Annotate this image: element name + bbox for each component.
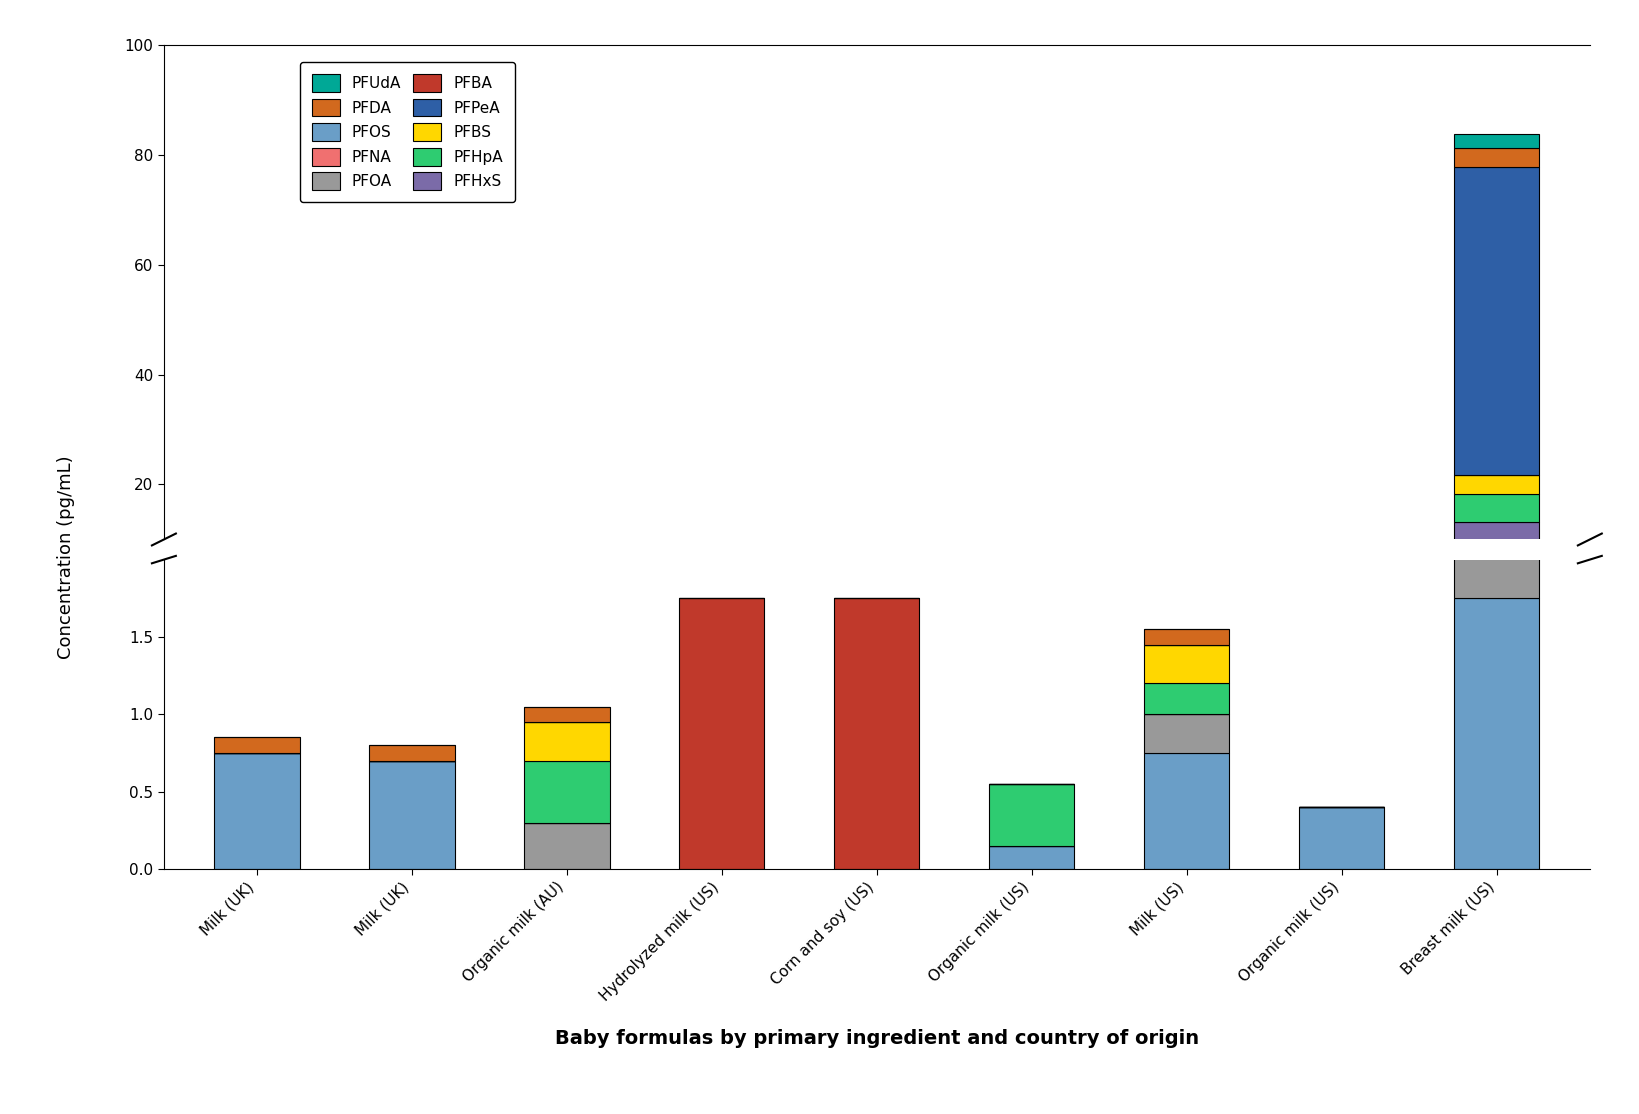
Bar xyxy=(1300,593,1385,595)
Bar xyxy=(369,761,454,869)
Bar xyxy=(1454,495,1539,521)
Text: Concentration (pg/mL): Concentration (pg/mL) xyxy=(57,456,75,658)
Bar xyxy=(1300,807,1385,869)
X-axis label: Baby formulas by primary ingredient and country of origin: Baby formulas by primary ingredient and … xyxy=(556,1028,1198,1047)
Bar xyxy=(215,753,300,869)
Bar xyxy=(369,745,454,761)
Bar xyxy=(834,598,919,869)
Legend: PFUdA, PFDA, PFOS, PFNA, PFOA, PFBA, PFPeA, PFBS, PFHpA, PFHxS: PFUdA, PFDA, PFOS, PFNA, PFOA, PFBA, PFP… xyxy=(300,62,515,203)
Bar xyxy=(1144,753,1229,869)
Bar xyxy=(1144,586,1229,588)
Bar xyxy=(1454,167,1539,475)
Bar xyxy=(1144,645,1229,683)
Bar xyxy=(1454,134,1539,148)
Bar xyxy=(524,589,610,590)
Bar xyxy=(524,822,610,869)
Bar xyxy=(1454,0,1539,135)
Bar xyxy=(679,585,764,595)
Bar xyxy=(1144,590,1229,595)
Bar xyxy=(1454,475,1539,495)
Bar xyxy=(524,722,610,761)
Bar xyxy=(1454,541,1539,568)
Bar xyxy=(1144,629,1229,645)
Bar xyxy=(524,593,610,595)
Bar xyxy=(524,590,610,593)
Bar xyxy=(215,590,300,595)
Bar xyxy=(1144,714,1229,753)
Bar xyxy=(1144,589,1229,590)
Bar xyxy=(679,598,764,869)
Bar xyxy=(990,592,1075,594)
Bar xyxy=(1454,598,1539,869)
Bar xyxy=(524,706,610,722)
Bar xyxy=(834,585,919,595)
Bar xyxy=(524,761,610,822)
Bar xyxy=(215,737,300,753)
Bar xyxy=(1454,135,1539,598)
Bar xyxy=(990,846,1075,869)
Bar xyxy=(1454,521,1539,541)
Bar xyxy=(990,784,1075,846)
Bar xyxy=(1454,585,1539,595)
Bar xyxy=(1454,148,1539,167)
Bar xyxy=(1454,568,1539,585)
Bar xyxy=(369,590,454,595)
Bar xyxy=(1144,683,1229,714)
